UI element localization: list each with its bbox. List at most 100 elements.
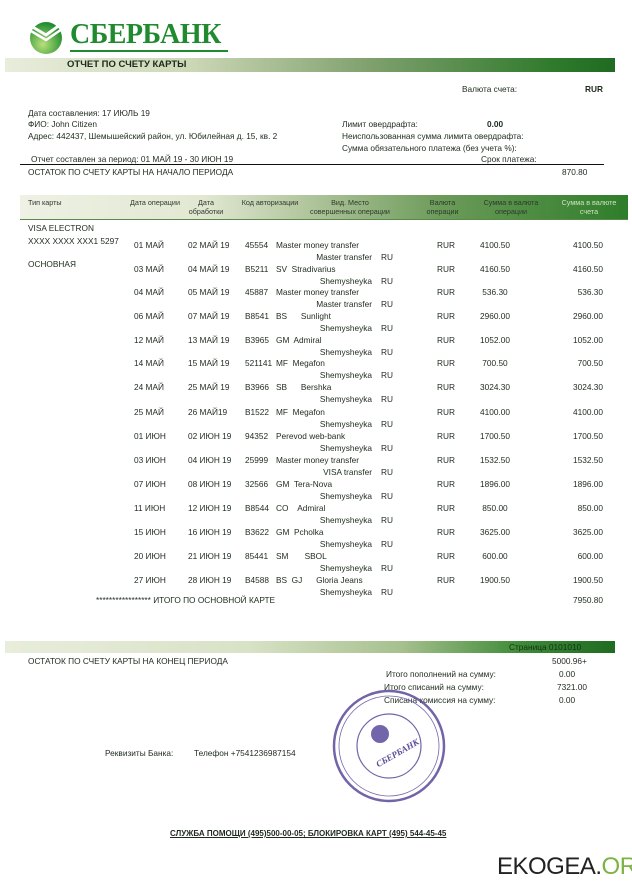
cell-country: RU — [381, 539, 393, 549]
header-amount-op: Сумма в валюта операции — [483, 198, 539, 216]
header-description: Вид. Место совершенных операции — [310, 198, 390, 216]
cell-auth-code: B8541 — [245, 311, 269, 321]
overdraft-label: Лимит овердрафта: — [342, 119, 418, 129]
cell-location: Shemysheyka — [319, 394, 372, 404]
cell-proc-date: 15 МАЙ 19 — [188, 358, 230, 368]
due-date-label: Срок платежа: — [481, 154, 537, 164]
cell-description: Master money transfer — [276, 455, 359, 465]
cell-description: BS GJ Gloria Jeans — [276, 575, 363, 585]
cell-proc-date: 05 МАЙ 19 — [188, 287, 230, 297]
cell-location: Shemysheyka — [319, 323, 372, 333]
cell-amount-op: 850.00 — [482, 503, 508, 513]
cell-amount-acc: 536.30 — [577, 287, 603, 297]
cell-location: Master transfer — [316, 299, 372, 309]
cell-amount-acc: 4100.50 — [573, 240, 603, 250]
unused-overdraft-label: Неиспользованная сумма лимита овердрафта… — [342, 131, 524, 141]
cell-auth-code: B4588 — [245, 575, 269, 585]
cell-op-date: 24 МАЙ — [134, 382, 164, 392]
cell-amount-op: 4100.00 — [480, 407, 510, 417]
cell-currency: RUR — [437, 479, 455, 489]
cell-proc-date: 07 МАЙ 19 — [188, 311, 230, 321]
cell-amount-acc: 4100.00 — [573, 407, 603, 417]
cell-amount-acc: 1532.50 — [573, 455, 603, 465]
cell-amount-acc: 1900.50 — [573, 575, 603, 585]
cell-country: RU — [381, 443, 393, 453]
cell-description: SB Bershka — [276, 382, 332, 392]
fee-value: 0.00 — [559, 695, 576, 705]
cell-amount-op: 2960.00 — [480, 311, 510, 321]
cell-description: Perevod web-bank — [276, 431, 346, 441]
cell-auth-code: 32566 — [245, 479, 269, 489]
cell-auth-code: B3965 — [245, 335, 269, 345]
cell-description: MF Megafon — [276, 407, 325, 417]
card-number: XXXX XXXX XXX1 5297 — [28, 236, 119, 246]
cell-amount-acc: 3024.30 — [573, 382, 603, 392]
cell-proc-date: 02 ИЮН 19 — [188, 431, 232, 441]
cell-op-date: 12 МАЙ — [134, 335, 164, 345]
cell-description: MF Megafon — [276, 358, 325, 368]
cell-location: Shemysheyka — [319, 515, 372, 525]
card-kind: ОСНОВНАЯ — [28, 259, 76, 269]
cell-amount-acc: 3625.00 — [573, 527, 603, 537]
bank-stamp: СБЕРБАНК — [332, 689, 446, 803]
header-proc-date: Дата обработки — [188, 198, 224, 216]
watermark: EKOGEA.ORG — [497, 853, 632, 880]
overdraft-value: 0.00 — [487, 119, 504, 129]
cell-proc-date: 28 ИЮН 19 — [188, 575, 232, 585]
cell-currency: RUR — [437, 527, 455, 537]
page-title: ОТЧЕТ ПО СЧЕТУ КАРТЫ — [67, 59, 187, 70]
cell-country: RU — [381, 515, 393, 525]
cell-location: VISA transfer — [323, 467, 372, 477]
cell-op-date: 20 ИЮН — [134, 551, 166, 561]
debit-label: Итого списаний на сумму: — [384, 682, 484, 692]
cell-proc-date: 02 МАЙ 19 — [188, 240, 230, 250]
cell-location: Shemysheyka — [319, 347, 372, 357]
cell-amount-acc: 1700.50 — [573, 431, 603, 441]
bank-name: СБЕРБАНК — [70, 19, 221, 50]
client-address: Адрес: 442437, Шемышейский район, ул. Юб… — [28, 131, 278, 141]
fee-label: Списана комиссия на сумму: — [384, 695, 496, 705]
cell-location: Shemysheyka — [319, 370, 372, 380]
cell-auth-code: B3622 — [245, 527, 269, 537]
cell-amount-acc: 850.00 — [577, 503, 603, 513]
cell-amount-op: 536.30 — [482, 287, 508, 297]
cell-description: SV Stradivarius — [276, 264, 336, 274]
cell-description: GM Admiral — [276, 335, 322, 345]
closing-balance-label: ОСТАТОК ПО СЧЕТУ КАРТЫ НА КОНЕЦ ПЕРИОДА — [28, 656, 228, 666]
page-number: Страница 0101010 — [509, 642, 582, 652]
cell-op-date: 14 МАЙ — [134, 358, 164, 368]
cell-location: Shemysheyka — [319, 587, 372, 597]
cell-proc-date: 08 ИЮН 19 — [188, 479, 232, 489]
cell-description: GM Tera-Nova — [276, 479, 333, 489]
cell-auth-code: B1522 — [245, 407, 269, 417]
title-band: ОТЧЕТ ПО СЧЕТУ КАРТЫ — [5, 58, 615, 72]
topup-label: Итого пополнений на сумму: — [386, 669, 496, 679]
cell-op-date: 27 ИЮН — [134, 575, 166, 585]
cell-amount-acc: 2960.00 — [573, 311, 603, 321]
cell-op-date: 01 МАЙ — [134, 240, 164, 250]
cell-location: Shemysheyka — [319, 276, 372, 286]
cell-country: RU — [381, 347, 393, 357]
header-currency: Валюта операции — [426, 198, 459, 216]
opening-balance-label: ОСТАТОК ПО СЧЕТУ КАРТЫ НА НАЧАЛО ПЕРИОДА — [28, 167, 234, 177]
cell-op-date: 15 ИЮН — [134, 527, 166, 537]
cell-op-date: 07 ИЮН — [134, 479, 166, 489]
cell-proc-date: 25 МАЙ 19 — [188, 382, 230, 392]
cell-proc-date: 04 МАЙ 19 — [188, 264, 230, 274]
cell-country: RU — [381, 563, 393, 573]
cell-amount-acc: 1052.00 — [573, 335, 603, 345]
cell-description: Master money transfer — [276, 287, 359, 297]
cell-location: Shemysheyka — [319, 539, 372, 549]
opening-balance-value: 870.80 — [562, 167, 588, 177]
cell-amount-op: 3625.00 — [480, 527, 510, 537]
cell-amount-op: 1052.00 — [480, 335, 510, 345]
cell-auth-code: 45554 — [245, 240, 269, 250]
cell-currency: RUR — [437, 382, 455, 392]
cell-amount-acc: 600.00 — [577, 551, 603, 561]
cell-amount-op: 4100.50 — [480, 240, 510, 250]
cell-proc-date: 26 МАЙ19 — [188, 407, 228, 417]
header-card-type: Тип карты — [28, 198, 62, 207]
statement-period: Отчет составлен за период: 01 МАЙ 19 - 3… — [31, 154, 234, 164]
cell-description: Master money transfer — [276, 240, 359, 250]
cell-location: Shemysheyka — [319, 443, 372, 453]
